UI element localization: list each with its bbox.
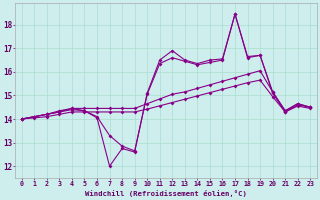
X-axis label: Windchill (Refroidissement éolien,°C): Windchill (Refroidissement éolien,°C) (85, 190, 247, 197)
